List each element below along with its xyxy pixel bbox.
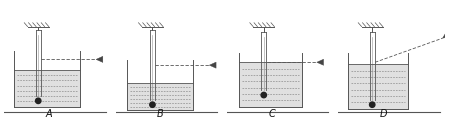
Text: C: C	[269, 109, 275, 119]
Polygon shape	[96, 56, 103, 62]
Polygon shape	[317, 59, 324, 65]
Polygon shape	[209, 62, 216, 68]
Polygon shape	[443, 32, 449, 38]
Text: A: A	[46, 109, 53, 119]
Circle shape	[150, 102, 155, 107]
Circle shape	[261, 92, 266, 98]
Bar	[14, 70, 79, 107]
Circle shape	[370, 102, 375, 107]
Bar	[239, 62, 302, 107]
Text: B: B	[157, 109, 164, 119]
Bar	[128, 84, 193, 111]
Text: D: D	[379, 109, 387, 119]
Circle shape	[35, 98, 41, 104]
Bar	[348, 64, 408, 109]
